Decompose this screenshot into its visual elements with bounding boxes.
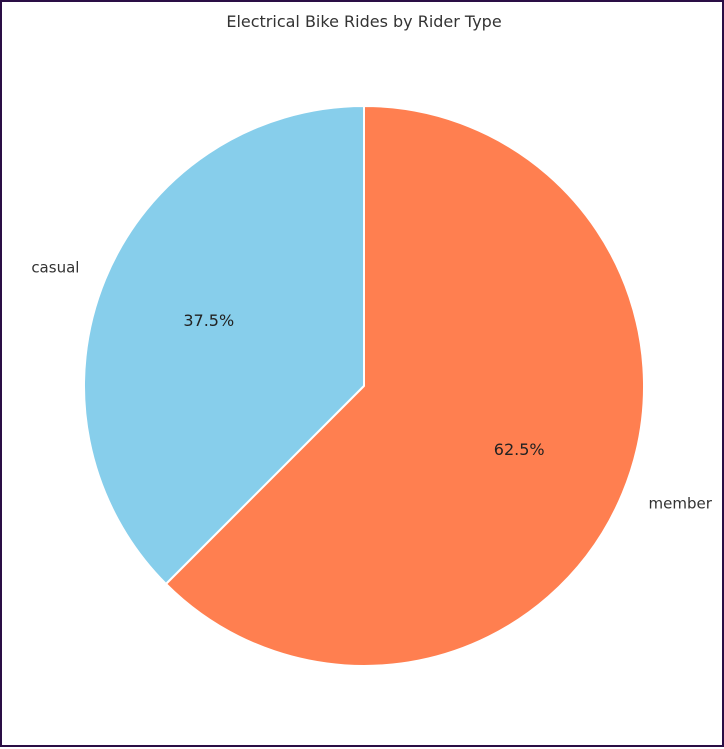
pie-slice-member <box>165 105 645 667</box>
percent-label-casual: 37.5% <box>183 311 234 330</box>
pie-slice-casual <box>83 105 365 585</box>
chart-title: Electrical Bike Rides by Rider Type <box>226 12 501 31</box>
pie-slices <box>83 105 645 667</box>
pie-labels: casual 37.5% member 62.5% <box>31 259 712 513</box>
slice-label-member: member <box>649 494 713 512</box>
slice-label-casual: casual <box>31 259 79 277</box>
percent-label-member: 62.5% <box>494 440 545 459</box>
